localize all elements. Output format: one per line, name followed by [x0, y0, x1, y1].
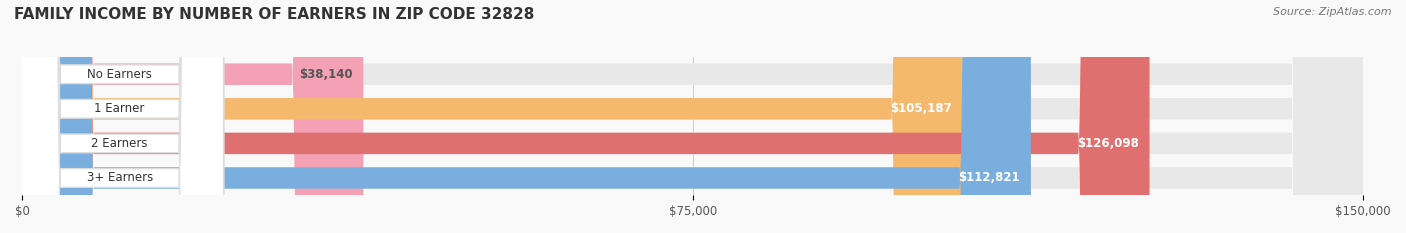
Text: $112,821: $112,821: [959, 171, 1021, 185]
Text: No Earners: No Earners: [87, 68, 152, 81]
FancyBboxPatch shape: [15, 0, 224, 233]
FancyBboxPatch shape: [22, 0, 1031, 233]
FancyBboxPatch shape: [22, 0, 1364, 233]
FancyBboxPatch shape: [22, 0, 963, 233]
Text: FAMILY INCOME BY NUMBER OF EARNERS IN ZIP CODE 32828: FAMILY INCOME BY NUMBER OF EARNERS IN ZI…: [14, 7, 534, 22]
FancyBboxPatch shape: [22, 0, 1364, 233]
FancyBboxPatch shape: [22, 0, 1364, 233]
FancyBboxPatch shape: [22, 0, 1150, 233]
FancyBboxPatch shape: [15, 0, 224, 233]
Text: $105,187: $105,187: [890, 102, 952, 115]
Text: 3+ Earners: 3+ Earners: [87, 171, 153, 185]
FancyBboxPatch shape: [15, 0, 224, 233]
Text: $126,098: $126,098: [1077, 137, 1139, 150]
Text: 2 Earners: 2 Earners: [91, 137, 148, 150]
FancyBboxPatch shape: [22, 0, 1364, 233]
FancyBboxPatch shape: [22, 0, 363, 233]
Text: 1 Earner: 1 Earner: [94, 102, 145, 115]
Text: $38,140: $38,140: [299, 68, 353, 81]
Text: Source: ZipAtlas.com: Source: ZipAtlas.com: [1274, 7, 1392, 17]
FancyBboxPatch shape: [15, 0, 224, 233]
